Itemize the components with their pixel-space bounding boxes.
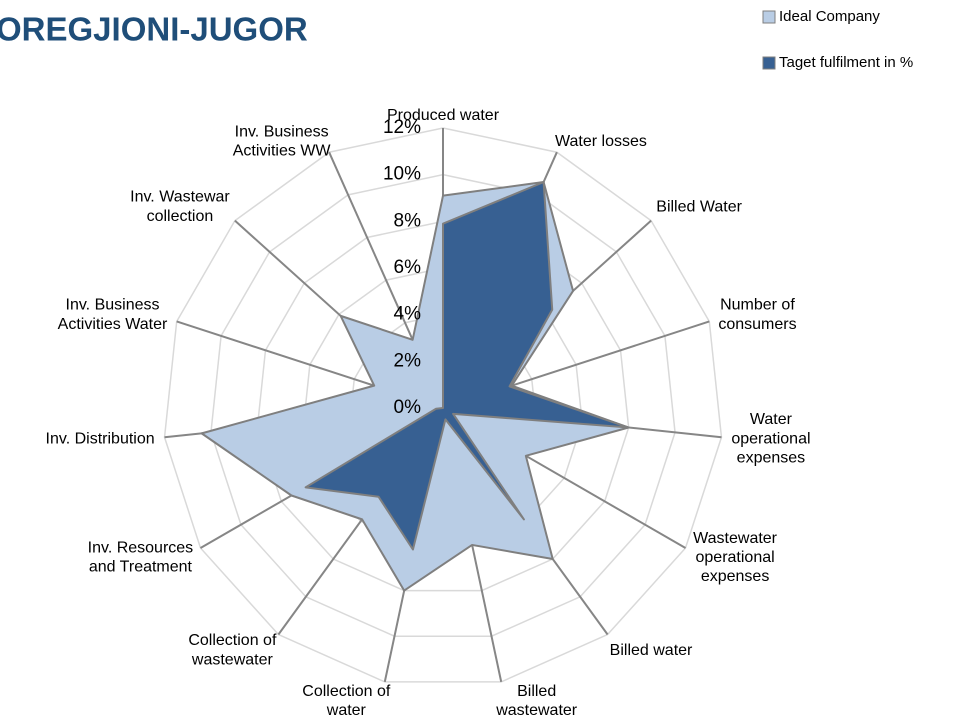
y-tick-label: 8% xyxy=(394,210,422,231)
legend-label: Taget fulfilment in % xyxy=(779,54,913,71)
grid-line xyxy=(163,127,723,683)
category-label: Wastewater operational expenses xyxy=(693,530,778,585)
category-label: Inv. Business Activities Water xyxy=(58,297,168,333)
grid-line xyxy=(256,220,630,592)
category-label: Collection of water xyxy=(302,683,391,717)
y-tick-label: 6% xyxy=(394,257,422,278)
category-label: Number of consumers xyxy=(718,297,796,333)
category-label: Water operational expenses xyxy=(731,411,810,466)
series-area xyxy=(304,181,630,551)
category-label: Billed wastewater xyxy=(495,683,578,717)
category-label: Produced water xyxy=(387,107,500,124)
category-label: Inv. Business Activities WW xyxy=(233,124,332,160)
legend-swatch xyxy=(762,56,776,70)
category-label: Billed water xyxy=(610,642,693,659)
y-tick-label: 2% xyxy=(394,350,422,371)
category-label: Inv. Wastewar collection xyxy=(130,189,230,225)
y-tick-label: 0% xyxy=(394,397,422,418)
y-tick-label: 12% xyxy=(383,117,421,138)
grid-line xyxy=(210,173,676,637)
y-tick-label: 4% xyxy=(394,304,422,325)
category-label: Inv. Distribution xyxy=(46,431,155,448)
category-label: Billed Water xyxy=(656,198,742,215)
category-label: Water losses xyxy=(555,133,647,150)
legend-label: Ideal Company xyxy=(779,8,880,25)
category-label: Collection of wastewater xyxy=(188,632,277,668)
category-label: Inv. Resources and Treatment xyxy=(88,540,194,576)
legend-swatch xyxy=(762,10,776,24)
y-tick-label: 10% xyxy=(383,164,421,185)
chart-title: OREGJIONI-JUGOR xyxy=(0,11,308,48)
